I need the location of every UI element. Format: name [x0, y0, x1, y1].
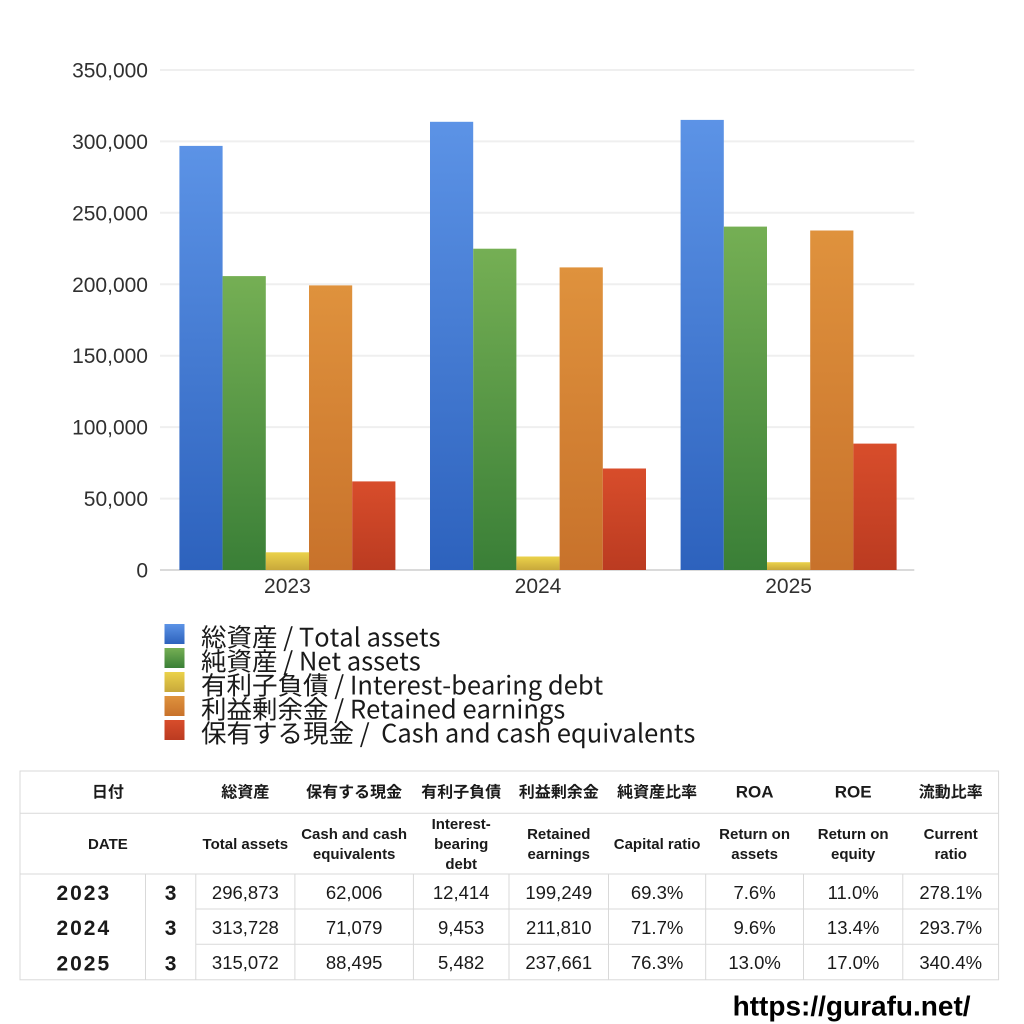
svg-text:71.7%: 71.7%	[631, 917, 683, 938]
svg-text:2025: 2025	[765, 575, 812, 598]
svg-text:debt: debt	[445, 856, 477, 873]
svg-text:Retained: Retained	[527, 826, 590, 843]
svg-text:Cash and cash: Cash and cash	[301, 826, 407, 843]
svg-text:7.6%: 7.6%	[734, 882, 776, 903]
svg-text:3: 3	[165, 882, 177, 905]
svg-text:11.0%: 11.0%	[828, 882, 879, 903]
svg-text:315,072: 315,072	[212, 952, 279, 973]
svg-text:Total assets: Total assets	[203, 836, 289, 853]
svg-text:2024: 2024	[56, 917, 111, 940]
svg-text:100,000: 100,000	[72, 417, 148, 440]
svg-text:2024: 2024	[515, 575, 562, 598]
svg-text:equivalents: equivalents	[313, 846, 396, 863]
svg-text:199,249: 199,249	[525, 882, 592, 903]
svg-text:150,000: 150,000	[72, 345, 148, 368]
svg-text:71,079: 71,079	[326, 917, 383, 938]
svg-text:88,495: 88,495	[326, 952, 383, 973]
svg-text:ROE: ROE	[835, 783, 872, 802]
svg-text:3: 3	[165, 952, 177, 975]
svg-text:Current: Current	[924, 826, 978, 843]
svg-text:bearing: bearing	[434, 836, 488, 853]
svg-text:13.0%: 13.0%	[728, 952, 780, 973]
svg-text:5,482: 5,482	[438, 952, 484, 973]
svg-text:17.0%: 17.0%	[827, 952, 879, 973]
svg-text:300,000: 300,000	[72, 131, 148, 154]
svg-text:DATE: DATE	[88, 836, 128, 853]
svg-text:69.3%: 69.3%	[631, 882, 683, 903]
svg-text:340.4%: 340.4%	[919, 952, 982, 973]
svg-text:296,873: 296,873	[212, 882, 279, 903]
svg-text:Return on: Return on	[719, 826, 790, 843]
svg-text:ratio: ratio	[934, 846, 967, 863]
svg-text:0: 0	[136, 560, 148, 583]
svg-text:76.3%: 76.3%	[631, 952, 683, 973]
svg-text:250,000: 250,000	[72, 202, 148, 225]
svg-text:62,006: 62,006	[326, 882, 383, 903]
svg-text:293.7%: 293.7%	[919, 917, 982, 938]
svg-text:278.1%: 278.1%	[919, 882, 982, 903]
svg-text:200,000: 200,000	[72, 274, 148, 297]
svg-text:50,000: 50,000	[84, 488, 148, 511]
svg-text:211,810: 211,810	[526, 917, 592, 938]
svg-text:earnings: earnings	[527, 846, 590, 863]
svg-text:2025: 2025	[56, 952, 111, 975]
svg-text:12,414: 12,414	[433, 882, 490, 903]
svg-text:237,661: 237,661	[525, 952, 592, 973]
svg-text:313,728: 313,728	[212, 917, 279, 938]
svg-text:2023: 2023	[264, 575, 311, 598]
svg-text:13.4%: 13.4%	[827, 917, 879, 938]
svg-text:9,453: 9,453	[438, 917, 484, 938]
svg-text:Return on: Return on	[818, 826, 889, 843]
svg-text:assets: assets	[731, 846, 778, 863]
svg-text:9.6%: 9.6%	[734, 917, 776, 938]
svg-text:3: 3	[165, 917, 177, 940]
svg-text:350,000: 350,000	[72, 60, 148, 83]
svg-text:equity: equity	[831, 846, 876, 863]
svg-text:Interest-: Interest-	[432, 816, 491, 833]
svg-text:ROA: ROA	[736, 783, 774, 802]
svg-text:https://gurafu.net/: https://gurafu.net/	[733, 991, 971, 1022]
svg-text:Capital ratio: Capital ratio	[614, 836, 701, 853]
svg-text:2023: 2023	[56, 882, 111, 905]
